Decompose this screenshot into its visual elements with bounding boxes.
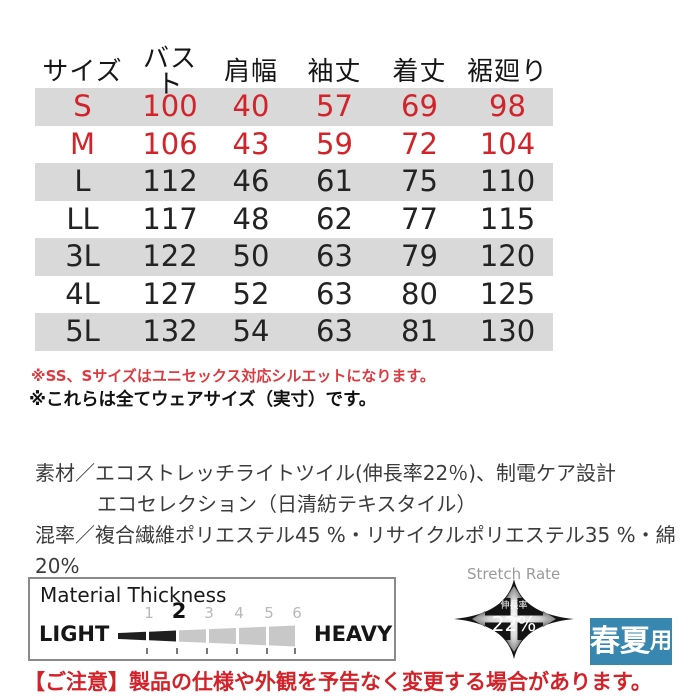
cell-shoulder: 50 xyxy=(232,239,270,274)
cell-size: M xyxy=(69,126,96,161)
season-badge-sub: 用 xyxy=(649,628,672,654)
cell-length: 69 xyxy=(401,89,438,124)
table-row-m: M 106 43 59 72 104 xyxy=(35,126,553,164)
cell-shoulder: 40 xyxy=(232,89,270,124)
season-badge: 春夏 用 xyxy=(590,618,672,665)
cell-length: 79 xyxy=(401,239,438,274)
thickness-heavy-label: HEAVY xyxy=(314,622,393,646)
thickness-gauge xyxy=(118,625,296,654)
table-row-ll: LL 117 48 62 77 115 xyxy=(35,201,553,239)
caution-text: 【ご注意】製品の仕様や外観を予告なく変更する場合があります。 xyxy=(24,670,652,694)
thickness-level-4: 4 xyxy=(234,604,244,622)
material-line3: 混率／複合繊維ポリエステル45 %・リサイクルポリエステル35 %・綿20% xyxy=(35,523,676,578)
cell-bust: 122 xyxy=(142,239,198,274)
cell-sleeve: 59 xyxy=(316,126,353,161)
cell-hem: 125 xyxy=(479,276,536,311)
thickness-level-6: 6 xyxy=(292,604,302,622)
cell-bust: 100 xyxy=(142,89,198,124)
cell-hem: 110 xyxy=(479,164,536,199)
header-length: 着丈 xyxy=(392,56,447,87)
thickness-level-5: 5 xyxy=(264,604,274,622)
cell-length: 77 xyxy=(401,201,438,236)
table-row-l: L 112 46 61 75 110 xyxy=(35,163,553,201)
cell-hem: 104 xyxy=(479,126,536,161)
cell-size: 4L xyxy=(65,276,100,311)
cell-sleeve: 62 xyxy=(316,201,353,236)
material-thickness-panel: Material Thickness 1 2 3 4 5 6 LIGHT HEA… xyxy=(28,577,396,661)
stretch-name: 伸長率 xyxy=(500,599,527,611)
cell-shoulder: 43 xyxy=(232,126,270,161)
table-row-5l: 5L 132 54 63 81 130 xyxy=(35,313,553,351)
stretch-rate-star: 伸長率 22% xyxy=(454,579,574,659)
cell-length: 75 xyxy=(401,164,438,199)
note-wear-size: ※これらは全てウェアサイズ（実寸）です。 xyxy=(29,390,377,410)
header-hem: 裾廻り xyxy=(466,56,548,87)
cell-sleeve: 57 xyxy=(316,89,353,124)
cell-bust: 127 xyxy=(142,276,198,311)
cell-sleeve: 63 xyxy=(316,314,353,349)
cell-length: 80 xyxy=(401,276,438,311)
material-line2: エコセレクション（日清紡テキスタイル） xyxy=(97,492,477,516)
cell-hem: 115 xyxy=(479,201,536,236)
thickness-level-1: 1 xyxy=(144,604,154,622)
material-description: 素材／エコストレッチライトツイル(伸長率22％)、制電ケア設計 エコセレクション… xyxy=(35,458,685,582)
stretch-value: 22% xyxy=(492,612,536,636)
header-bust: バスト xyxy=(142,43,197,100)
material-line1: 素材／エコストレッチライトツイル(伸長率22％)、制電ケア設計 xyxy=(35,461,617,485)
cell-sleeve: 63 xyxy=(316,239,353,274)
size-spec-table: サイズ バスト 肩幅 袖丈 着丈 裾廻り S 100 40 57 69 98 M… xyxy=(35,46,553,351)
cell-size: LL xyxy=(66,201,99,236)
thickness-level-2-active: 2 xyxy=(171,599,187,623)
header-shoulder: 肩幅 xyxy=(223,56,278,87)
cell-size: 5L xyxy=(65,314,100,349)
cell-bust: 106 xyxy=(142,126,198,161)
cell-hem: 130 xyxy=(479,314,536,349)
header-sleeve: 袖丈 xyxy=(307,56,362,87)
thickness-light-label: LIGHT xyxy=(39,622,110,646)
cell-hem: 98 xyxy=(489,89,526,124)
thickness-level-3: 3 xyxy=(204,604,214,622)
table-row-4l: 4L 127 52 63 80 125 xyxy=(35,276,553,314)
cell-shoulder: 46 xyxy=(232,164,270,199)
table-row-s: S 100 40 57 69 98 xyxy=(35,88,553,126)
cell-length: 81 xyxy=(401,314,438,349)
cell-size: S xyxy=(73,89,92,124)
cell-sleeve: 63 xyxy=(316,276,353,311)
table-row-3l: 3L 122 50 63 79 120 xyxy=(35,238,553,276)
cell-bust: 117 xyxy=(142,201,198,236)
season-badge-main: 春夏 xyxy=(590,623,650,659)
cell-shoulder: 54 xyxy=(232,314,270,349)
header-size: サイズ xyxy=(42,56,123,87)
cell-size: L xyxy=(74,164,91,199)
cell-bust: 132 xyxy=(142,314,198,349)
cell-sleeve: 61 xyxy=(316,164,353,199)
horizontal-arrow xyxy=(472,611,556,627)
size-table-header-row: サイズ バスト 肩幅 袖丈 着丈 裾廻り xyxy=(35,46,553,98)
material-thickness-title: Material Thickness xyxy=(40,583,227,607)
cell-bust: 112 xyxy=(142,164,198,199)
cell-length: 72 xyxy=(401,126,438,161)
cell-hem: 120 xyxy=(479,239,536,274)
cell-size: 3L xyxy=(65,239,100,274)
cell-shoulder: 52 xyxy=(232,276,270,311)
cell-shoulder: 48 xyxy=(232,201,270,236)
note-unisex: ※SS、Sサイズはユニセックス対応シルエットになります。 xyxy=(31,367,435,385)
stretch-rate-label: Stretch Rate xyxy=(467,565,561,583)
